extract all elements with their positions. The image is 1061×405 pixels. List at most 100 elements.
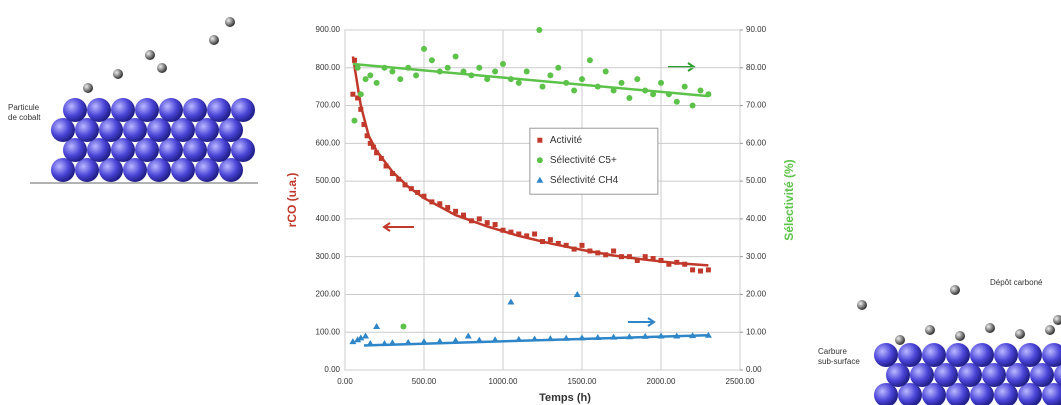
point [405,64,412,71]
x-tick-label: 1500.00 [568,377,597,386]
point [634,257,640,263]
point [540,239,545,245]
point [571,87,578,94]
point [531,335,539,342]
point [444,64,451,71]
point [665,91,672,98]
point [555,64,562,71]
point [366,340,374,347]
point [689,102,696,109]
x-tick-label: 0.00 [337,377,353,386]
point [396,176,402,182]
atom [898,343,922,367]
point [507,298,515,305]
point [573,290,581,297]
point [603,252,609,258]
point [415,189,421,195]
point [468,72,475,79]
point [383,163,389,169]
atom [946,343,970,367]
y2-tick-label: 40.00 [746,214,767,223]
atom [63,138,87,162]
point [428,57,435,64]
atom [99,118,123,142]
particle-label: de cobalt [8,113,41,122]
point [508,229,514,235]
atom [51,118,75,142]
point [349,338,357,345]
point [681,83,688,90]
point [354,336,362,343]
point [579,242,585,248]
atom [183,138,207,162]
atom [982,363,1006,387]
point [500,61,506,67]
point [595,250,601,256]
y2-tick-label: 90.00 [746,25,767,34]
atom [87,138,111,162]
point [355,95,361,101]
point [453,208,459,214]
legend-box [529,127,659,195]
atom [231,98,255,122]
carbon [895,335,905,345]
y-tick-label: 100.00 [316,327,341,336]
point [673,98,680,105]
trend-line [352,62,709,98]
atom [219,158,243,182]
point [362,332,370,339]
point [373,79,380,86]
atom [1006,363,1030,387]
arrow [668,62,696,72]
point [367,72,374,79]
molecule [145,50,155,60]
point [354,64,361,71]
point [421,45,427,52]
atom [1042,383,1061,405]
point [420,338,428,345]
particle-label: Particule [8,103,40,112]
point [413,72,420,79]
point [351,117,358,124]
legend-label: Sélectivité C5+ [550,155,617,166]
point [634,76,641,83]
atom [99,158,123,182]
point [674,259,680,265]
point [429,199,435,205]
atom [922,343,946,367]
point [367,140,373,146]
point [381,340,388,347]
y2-axis-label: Sélectivité (%) [782,159,796,240]
atom [1018,343,1042,367]
point [362,76,369,83]
point [452,337,460,344]
carbon [1053,315,1061,325]
y-tick-label: 500.00 [316,176,341,185]
y2-tick-label: 20.00 [746,290,767,299]
point [642,87,649,94]
point [705,267,711,273]
point [491,336,499,343]
x-axis-label: Temps (h) [539,392,591,404]
point [397,76,404,83]
point [374,150,380,156]
point [500,227,506,233]
point [378,155,384,161]
arrow [382,222,414,232]
point [515,79,522,86]
atom [886,363,910,387]
point [461,212,466,218]
carbide-label: Carbure [818,347,847,356]
atom [195,118,219,142]
point [357,91,364,98]
molecule [209,35,219,45]
point [400,323,407,330]
point [358,106,364,112]
point [524,233,530,239]
point [587,248,593,254]
point [402,182,408,188]
point [476,64,483,71]
point [437,201,443,207]
molecule [113,69,123,79]
atom [994,343,1018,367]
